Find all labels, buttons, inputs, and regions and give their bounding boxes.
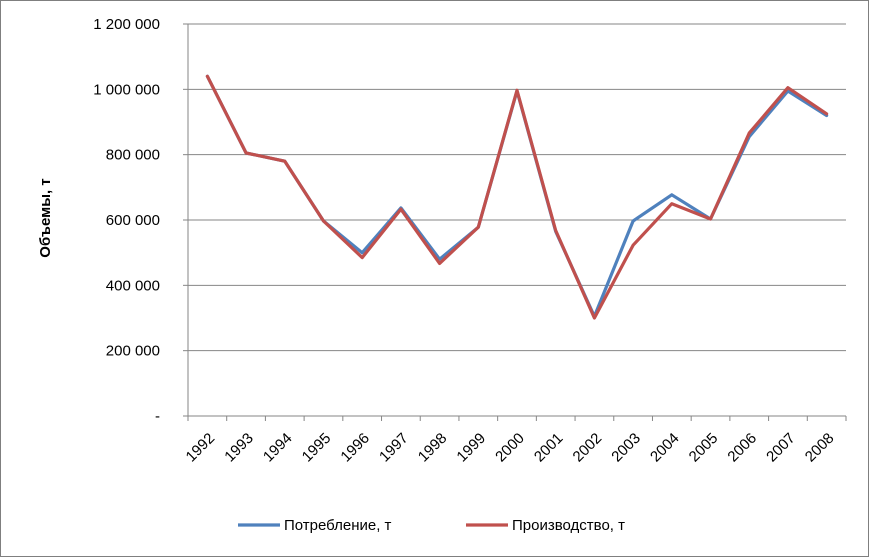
x-tick-label: 2000 [492, 430, 528, 466]
x-tick-label: 1997 [376, 430, 412, 466]
x-tick-label: 1995 [299, 430, 335, 466]
x-tick-label: 1996 [337, 430, 373, 466]
x-tick-label: 1998 [415, 430, 451, 466]
series-line-2 [205, 74, 829, 320]
x-tick-label: 2003 [608, 430, 644, 466]
x-tick-label: 1993 [221, 430, 257, 466]
x-tick-labels: 1992 1993 1994 1995 1996 1997 1998 1999 2000 2001… [183, 430, 838, 466]
gridlines [183, 23, 846, 417]
x-tick-label: 2006 [724, 430, 760, 466]
y-tick-label: 1 000 000 [93, 81, 160, 98]
x-tick-label: 2001 [531, 430, 567, 466]
y-tick-label: - [155, 408, 160, 425]
x-tick-label: 1994 [260, 430, 296, 466]
legend: Потребление, т Производство, т [238, 517, 625, 534]
y-tick-labels: - 200 000 400 000 600 000 800 000 1 000 000 1 … [93, 16, 160, 425]
series-line-1 [205, 74, 829, 318]
y-tick-label: 800 000 [106, 147, 160, 164]
x-tick-label: 2007 [763, 430, 799, 466]
y-axis-title: Объемы, т [37, 178, 54, 257]
x-tick-marks [187, 416, 847, 421]
x-tick-label: 1992 [183, 430, 219, 466]
x-tick-label: 2005 [686, 430, 722, 466]
y-tick-label: 600 000 [106, 212, 160, 229]
series-lines [205, 74, 829, 320]
x-tick-label: 2008 [802, 430, 838, 466]
legend-label-2: Производство, т [512, 517, 625, 534]
y-tick-label: 400 000 [106, 277, 160, 294]
y-tick-label: 1 200 000 [93, 16, 160, 33]
legend-label-1: Потребление, т [284, 517, 392, 534]
x-tick-label: 1999 [454, 430, 490, 466]
x-tick-label: 2002 [570, 430, 606, 466]
y-tick-label: 200 000 [106, 343, 160, 360]
x-tick-label: 2004 [647, 430, 683, 466]
